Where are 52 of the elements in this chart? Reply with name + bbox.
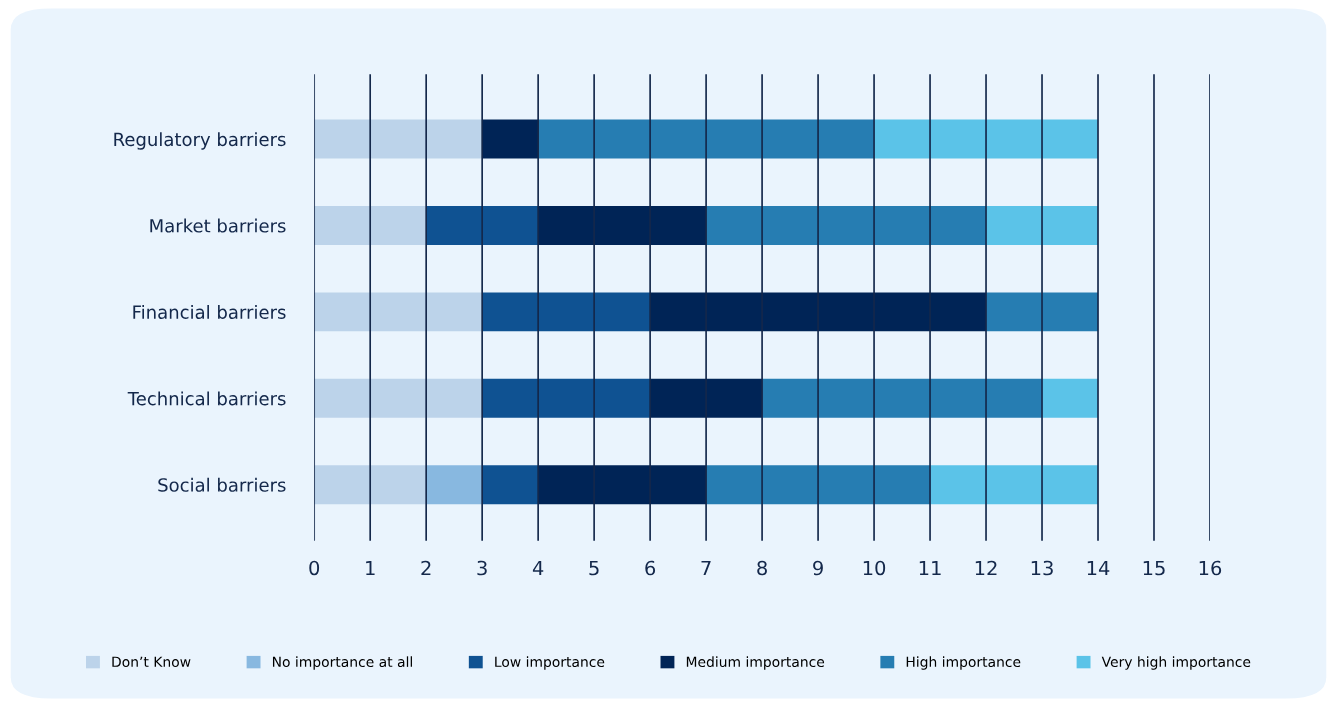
- bar: [314, 206, 427, 245]
- legend-label: No importance at all: [272, 656, 412, 670]
- x-tick-label: 6: [645, 560, 656, 576]
- y-tick-label: Technical barriers: [127, 391, 286, 406]
- bar: [538, 119, 875, 159]
- legend-label: High importance: [906, 656, 1021, 670]
- bar: [706, 206, 987, 245]
- legend-label: Medium importance: [686, 656, 825, 670]
- y-tick-label: Regulatory barriers: [114, 132, 286, 150]
- y-tick-label: Social barriers: [158, 477, 286, 492]
- bar: [314, 465, 427, 505]
- x-tick-label: 0: [309, 560, 320, 576]
- bar: [482, 465, 539, 505]
- x-tick-label: 11: [919, 560, 941, 576]
- legend-label: Don’t Know: [112, 656, 191, 668]
- x-tick-label: 3: [477, 560, 487, 576]
- x-tick-label: 1: [366, 560, 375, 576]
- y-tick-label: Financial barriers: [133, 305, 286, 319]
- x-tick-label: 2: [421, 560, 431, 576]
- bar: [874, 119, 1099, 159]
- bar: [314, 292, 483, 332]
- bar: [482, 119, 539, 159]
- x-tick-label: 5: [589, 560, 599, 576]
- x-tick-label: 7: [701, 560, 711, 576]
- bar: [538, 465, 707, 505]
- x-tick-label: 9: [813, 560, 823, 576]
- bar: [930, 465, 1099, 505]
- bar: [482, 292, 651, 332]
- legend-label: Low importance: [495, 656, 605, 670]
- bar: [538, 206, 707, 245]
- x-tick-label: 4: [532, 560, 544, 576]
- legend-label: Very high importance: [1101, 656, 1251, 670]
- bar: [314, 119, 483, 159]
- x-tick-label: 15: [1143, 560, 1165, 576]
- bar: [482, 378, 651, 418]
- bar: [986, 206, 1099, 245]
- x-tick-label: 13: [1031, 560, 1053, 576]
- bar: [762, 378, 1043, 418]
- x-tick-label: 16: [1199, 560, 1222, 576]
- x-tick-label: 8: [757, 560, 767, 576]
- x-tick-label: 14: [1087, 560, 1110, 576]
- bar: [314, 378, 483, 418]
- bar: [1042, 378, 1099, 418]
- bar: [426, 465, 483, 505]
- y-tick-label: Market barriers: [150, 218, 286, 233]
- bar: [706, 465, 931, 505]
- bar: [986, 292, 1099, 332]
- x-tick-label: 12: [975, 560, 997, 576]
- bar: [650, 292, 987, 332]
- x-tick-label: 10: [863, 560, 886, 576]
- bar: [426, 206, 539, 245]
- bar: [650, 378, 763, 418]
